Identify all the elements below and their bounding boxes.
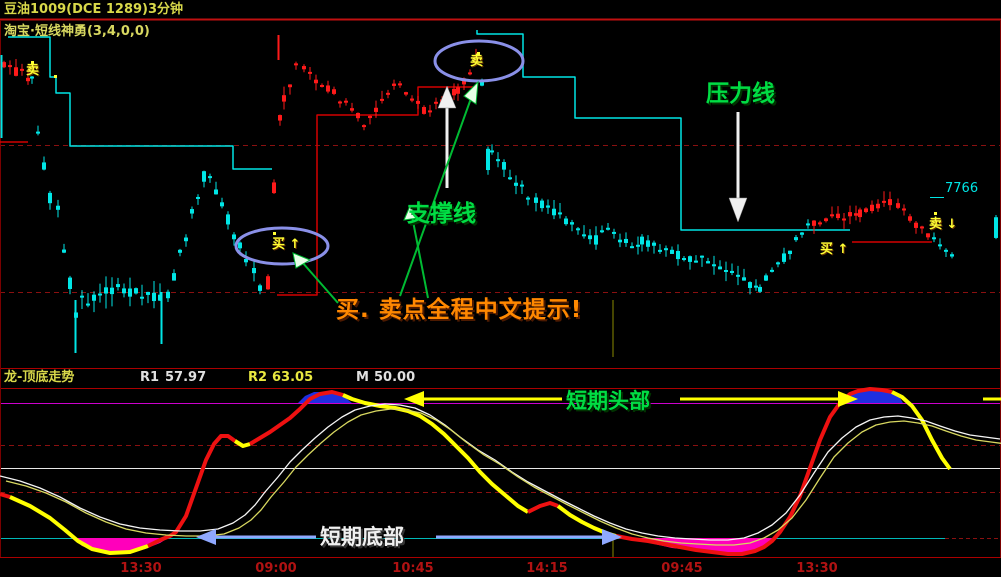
time-tick-1: 13:30 xyxy=(120,561,162,576)
window-title: 豆油1009(DCE 1289)3分钟 xyxy=(4,2,184,17)
support-line-annotation: 支撑线 xyxy=(407,201,476,227)
signal-dot xyxy=(477,52,480,55)
time-tick-2: 09:00 xyxy=(255,561,297,576)
signal-circle xyxy=(234,226,330,266)
signal-dot xyxy=(31,61,34,64)
last-price-label: 7766 xyxy=(945,181,979,196)
time-tick-4: 14:15 xyxy=(526,561,568,576)
sell-signal-marker: 卖 xyxy=(26,63,40,78)
signal-circle xyxy=(433,39,525,83)
time-tick-6: 13:30 xyxy=(796,561,838,576)
buy-signal-marker: 买 ↑ xyxy=(272,237,301,252)
sub-param-m-value: 50.00 xyxy=(374,370,416,385)
pressure-support-step-lines xyxy=(0,30,932,296)
annotation-layer xyxy=(196,39,1001,545)
signal-dot xyxy=(273,232,276,235)
sub-param-m-label: M xyxy=(356,370,369,385)
sub-param-r1-label: R1 xyxy=(140,370,160,385)
short-term-bottom-annotation: 短期底部 xyxy=(320,525,404,549)
signal-dot xyxy=(934,212,937,215)
short-term-top-annotation: 短期头部 xyxy=(566,389,650,413)
signal-dot xyxy=(54,75,57,78)
main-chart-panel[interactable] xyxy=(0,20,1001,368)
time-tick-5: 09:45 xyxy=(661,561,703,576)
buy-sell-hint-annotation: 买. 卖点全程中文提示! xyxy=(336,297,583,323)
time-tick-3: 10:45 xyxy=(392,561,434,576)
sub-indicator-name[interactable]: 龙-顶底走势 xyxy=(4,370,75,385)
sell-signal-marker: 卖 xyxy=(470,54,484,69)
main-indicator-label[interactable]: 淘宝·短线神勇(3,4,0,0) xyxy=(4,24,150,39)
sub-param-r2-value: 63.05 xyxy=(272,370,314,385)
buy-signal-marker: 买 ↑ xyxy=(820,242,849,257)
sub-param-r2-label: R2 xyxy=(248,370,268,385)
oscillator-layer xyxy=(0,387,1001,556)
sub-param-r1-value: 57.97 xyxy=(165,370,207,385)
sell-signal-marker: 卖 ↓ xyxy=(929,217,958,232)
candles-layer xyxy=(0,35,998,353)
sub-chart-panel[interactable] xyxy=(0,389,1001,557)
pressure-line-annotation: 压力线 xyxy=(706,81,775,107)
